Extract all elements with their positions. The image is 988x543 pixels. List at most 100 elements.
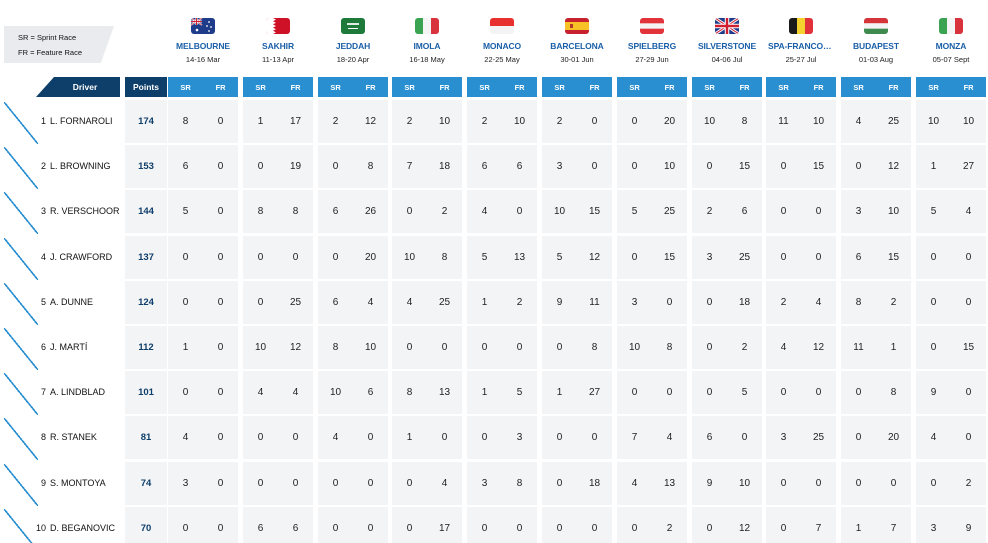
feature-race-points: 0 bbox=[666, 297, 673, 308]
feature-race-header[interactable]: FR bbox=[439, 82, 450, 92]
feature-race-points: 6 bbox=[741, 206, 748, 217]
race-9[interactable]: BUDAPEST 01-03 Aug bbox=[841, 0, 911, 64]
race-10[interactable]: MONZA 05-07 Sept bbox=[916, 0, 986, 64]
feature-race-header[interactable]: FR bbox=[664, 82, 675, 92]
sprint-race-header[interactable]: SR bbox=[853, 82, 864, 92]
feature-race-points: 8 bbox=[741, 116, 748, 127]
table-row[interactable]: 1 L. FORNAROLI 174 8 0 1 17 2 12 2 10 2 10 2 0 0 20 10 8 11… bbox=[0, 100, 988, 145]
feature-race-points: 0 bbox=[516, 206, 523, 217]
driver-name[interactable]: R. VERSCHOOR bbox=[50, 206, 120, 216]
driver-cell[interactable]: 9 S. MONTOYA bbox=[36, 462, 120, 505]
driver-position: 10 bbox=[36, 523, 47, 533]
driver-column-header[interactable]: Driver bbox=[36, 77, 120, 97]
race-1[interactable]: SAKHIR 11-13 Apr bbox=[243, 0, 313, 64]
sprint-race-points: 4 bbox=[182, 432, 189, 443]
sprint-race-points: 0 bbox=[930, 478, 937, 489]
feature-race-header[interactable]: FR bbox=[589, 82, 600, 92]
sprint-race-points: 2 bbox=[780, 297, 787, 308]
feature-race-points: 6 bbox=[516, 161, 523, 172]
driver-cell[interactable]: 5 A. DUNNE bbox=[36, 281, 120, 324]
race-result-cell: 0 12 bbox=[692, 507, 762, 543]
feature-race-header[interactable]: FR bbox=[813, 82, 824, 92]
table-row[interactable]: 7 A. LINDBLAD 101 0 0 4 4 10 6 8 13 1 5 1 27 0 0 0 5 0 0 0 8 9 0 bbox=[0, 371, 988, 416]
feature-race-points: 1 bbox=[890, 342, 897, 353]
sprint-race-header[interactable]: SR bbox=[928, 82, 939, 92]
driver-cell[interactable]: 10 D. BEGANOVIC bbox=[36, 507, 120, 543]
feature-race-points: 0 bbox=[591, 432, 598, 443]
driver-cell[interactable]: 3 R. VERSCHOOR bbox=[36, 190, 120, 233]
driver-name[interactable]: L. BROWNING bbox=[50, 161, 111, 171]
table-row[interactable]: 2 L. BROWNING 153 6 0 0 19 0 8 7 18 6 6 3 0 0 10 0 15 0 15 0 1… bbox=[0, 145, 988, 190]
sprint-race-points: 2 bbox=[706, 206, 713, 217]
race-result-cell: 0 18 bbox=[542, 462, 612, 505]
feature-race-header[interactable]: FR bbox=[365, 82, 376, 92]
sprint-race-header[interactable]: SR bbox=[704, 82, 715, 92]
race-result-cell: 0 12 bbox=[841, 145, 911, 188]
sprint-race-header[interactable]: SR bbox=[180, 82, 191, 92]
sprint-race-points: 5 bbox=[182, 206, 189, 217]
driver-name[interactable]: R. STANEK bbox=[50, 432, 97, 442]
race-4[interactable]: MONACO 22-25 May bbox=[467, 0, 537, 64]
driver-cell[interactable]: 6 J. MARTÍ bbox=[36, 326, 120, 369]
sprint-race-header[interactable]: SR bbox=[404, 82, 415, 92]
driver-name[interactable]: J. CRAWFORD bbox=[50, 252, 113, 262]
feature-race-points: 4 bbox=[965, 206, 972, 217]
driver-cell[interactable]: 7 A. LINDBLAD bbox=[36, 371, 120, 414]
sprint-race-header[interactable]: SR bbox=[554, 82, 565, 92]
table-row[interactable]: 8 R. STANEK 81 4 0 0 0 4 0 1 0 0 3 0 0 7 4 6 0 3 25 0 20 4 0 bbox=[0, 416, 988, 461]
feature-race-header[interactable]: FR bbox=[290, 82, 301, 92]
driver-name[interactable]: A. DUNNE bbox=[50, 297, 94, 307]
table-row[interactable]: 3 R. VERSCHOOR 144 5 0 8 8 6 26 0 2 4 0 10 15 5 25 2 6 0 0 3 1… bbox=[0, 190, 988, 235]
table-row[interactable]: 10 D. BEGANOVIC 70 0 0 6 6 0 0 0 17 0 0 0 0 0 2 0 12 0 7 1 7 3 9 bbox=[0, 507, 988, 543]
driver-name[interactable]: D. BEGANOVIC bbox=[50, 523, 116, 533]
feature-race-points: 0 bbox=[292, 252, 299, 263]
driver-cell[interactable]: 2 L. BROWNING bbox=[36, 145, 120, 188]
race-result-cell: 9 10 bbox=[692, 462, 762, 505]
feature-race-points: 12 bbox=[289, 342, 302, 353]
race-8[interactable]: SPA-FRANCORC... 25-27 Jul bbox=[766, 0, 836, 64]
race-6[interactable]: SPIELBERG 27-29 Jun bbox=[617, 0, 687, 64]
feature-race-header[interactable]: FR bbox=[963, 82, 974, 92]
feature-race-points: 25 bbox=[663, 206, 676, 217]
points-column-header[interactable]: Points bbox=[125, 77, 167, 97]
race-result-cell: 6 15 bbox=[841, 236, 911, 279]
race-7[interactable]: SILVERSTONE 04-06 Jul bbox=[692, 0, 762, 64]
sprint-race-header[interactable]: SR bbox=[330, 82, 341, 92]
race-result-cell: 10 15 bbox=[542, 190, 612, 233]
sprint-race-header[interactable]: SR bbox=[629, 82, 640, 92]
sprint-race-header[interactable]: SR bbox=[778, 82, 789, 92]
race-column-header-2: SR FR bbox=[318, 77, 388, 97]
sprint-race-points: 1 bbox=[855, 523, 862, 534]
row-accent-slash bbox=[4, 283, 38, 325]
driver-cell[interactable]: 4 J. CRAWFORD bbox=[36, 236, 120, 279]
sprint-race-points: 0 bbox=[706, 297, 713, 308]
sprint-race-header[interactable]: SR bbox=[255, 82, 266, 92]
feature-race-header[interactable]: FR bbox=[514, 82, 525, 92]
driver-cell[interactable]: 1 L. FORNAROLI bbox=[36, 100, 120, 143]
race-result-cell: 5 12 bbox=[542, 236, 612, 279]
driver-cell[interactable]: 8 R. STANEK bbox=[36, 416, 120, 459]
sprint-race-header[interactable]: SR bbox=[479, 82, 490, 92]
race-3[interactable]: IMOLA 16-18 May bbox=[392, 0, 462, 64]
driver-name[interactable]: A. LINDBLAD bbox=[50, 387, 106, 397]
feature-race-header[interactable]: FR bbox=[888, 82, 899, 92]
table-row[interactable]: 5 A. DUNNE 124 0 0 0 25 6 4 4 25 1 2 9 11 3 0 0 18 2 4 8 2 0 0 bbox=[0, 281, 988, 326]
race-0[interactable]: MELBOURNE 14-16 Mar bbox=[168, 0, 238, 64]
table-row[interactable]: 6 J. MARTÍ 112 1 0 10 12 8 10 0 0 0 0 0 8 10 8 0 2 4 12 11 1 0 1… bbox=[0, 326, 988, 371]
driver-name[interactable]: L. FORNAROLI bbox=[50, 116, 113, 126]
driver-name[interactable]: J. MARTÍ bbox=[50, 342, 88, 352]
race-2[interactable]: JEDDAH 18-20 Apr bbox=[318, 0, 388, 64]
race-result-cell: 0 20 bbox=[617, 100, 687, 143]
feature-race-header[interactable]: FR bbox=[739, 82, 750, 92]
race-5[interactable]: BARCELONA 30-01 Jun bbox=[542, 0, 612, 64]
driver-name[interactable]: S. MONTOYA bbox=[50, 478, 106, 488]
feature-race-header[interactable]: FR bbox=[215, 82, 226, 92]
table-row[interactable]: 9 S. MONTOYA 74 3 0 0 0 0 0 0 4 3 8 0 18 4 13 9 10 0 0 0 0 0 2 bbox=[0, 462, 988, 507]
table-row[interactable]: 4 J. CRAWFORD 137 0 0 0 0 0 20 10 8 5 13 5 12 0 15 3 25 0 0 6… bbox=[0, 236, 988, 281]
sprint-race-points: 1 bbox=[481, 297, 488, 308]
feature-race-points: 0 bbox=[367, 432, 374, 443]
